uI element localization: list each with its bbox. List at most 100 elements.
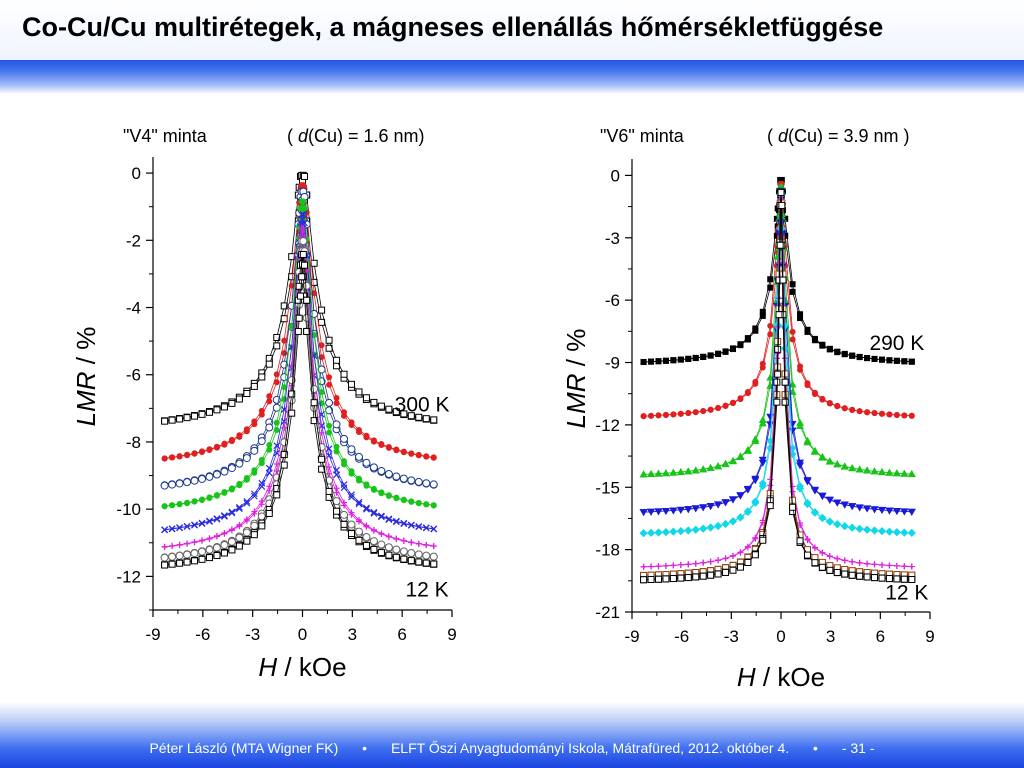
data-point xyxy=(849,558,856,565)
data-point xyxy=(175,479,184,488)
data-point xyxy=(662,357,669,364)
data-point xyxy=(228,509,236,517)
data-point xyxy=(377,512,385,520)
y-axis-label: LMR / % xyxy=(71,327,101,427)
data-point xyxy=(676,468,685,476)
data-point xyxy=(348,493,355,501)
data-point xyxy=(273,333,281,341)
data-point xyxy=(803,436,812,444)
data-point xyxy=(250,521,259,530)
data-point xyxy=(183,523,191,531)
data-point xyxy=(908,412,915,419)
data-point xyxy=(841,405,848,412)
data-point xyxy=(863,466,872,474)
data-point xyxy=(744,390,751,397)
x-tick-label: -6 xyxy=(674,627,689,646)
data-point xyxy=(834,348,841,355)
data-point xyxy=(333,400,340,407)
x-tick-label: 0 xyxy=(298,625,307,644)
data-point xyxy=(340,370,348,378)
data-point xyxy=(184,540,191,547)
data-point xyxy=(736,492,745,500)
data-point xyxy=(408,450,415,457)
data-point xyxy=(430,525,438,533)
data-point xyxy=(776,241,784,249)
data-point xyxy=(265,423,274,432)
data-point xyxy=(779,276,787,284)
data-point xyxy=(728,496,737,504)
data-point xyxy=(722,568,730,576)
data-point xyxy=(183,478,192,487)
data-point xyxy=(326,463,333,470)
data-point xyxy=(900,575,908,583)
data-point xyxy=(318,455,326,463)
footer-separator: • xyxy=(813,740,818,756)
data-point xyxy=(819,341,826,348)
data-point xyxy=(408,498,415,505)
data-point xyxy=(301,219,308,227)
data-point xyxy=(235,459,244,468)
data-point xyxy=(767,331,774,338)
data-point xyxy=(355,536,363,544)
x-tick-label: 6 xyxy=(397,625,406,644)
data-point xyxy=(191,539,198,546)
data-point xyxy=(303,327,311,335)
y-tick-label: 0 xyxy=(132,164,141,183)
data-point xyxy=(198,520,206,527)
data-point xyxy=(811,544,818,551)
data-point xyxy=(160,481,169,490)
data-point xyxy=(348,530,356,538)
data-point xyxy=(333,466,340,474)
data-point xyxy=(407,548,416,557)
data-point xyxy=(235,503,243,511)
data-point xyxy=(212,543,221,552)
data-point xyxy=(804,535,811,542)
data-point xyxy=(810,446,819,454)
data-point xyxy=(901,563,908,570)
data-point xyxy=(363,481,370,488)
data-point xyxy=(251,469,258,476)
data-point xyxy=(370,545,378,553)
data-point xyxy=(198,547,207,556)
data-point xyxy=(677,561,684,568)
temperature-annotation: 12 K xyxy=(405,579,448,602)
data-point xyxy=(318,389,325,396)
data-point xyxy=(415,451,422,458)
data-point xyxy=(325,398,334,407)
data-point xyxy=(715,557,722,564)
data-point xyxy=(221,489,228,496)
data-point xyxy=(729,553,736,560)
data-point xyxy=(169,502,176,509)
data-point xyxy=(818,452,827,460)
data-point xyxy=(654,575,662,583)
data-point xyxy=(430,454,437,461)
data-point xyxy=(206,495,213,502)
data-point xyxy=(818,563,826,571)
data-point xyxy=(161,503,168,510)
data-point xyxy=(183,414,191,422)
data-point xyxy=(280,451,288,459)
data-point xyxy=(751,477,760,485)
data-point xyxy=(833,499,842,507)
data-point xyxy=(714,522,723,531)
data-point xyxy=(220,549,228,557)
data-point xyxy=(700,408,707,415)
data-point xyxy=(728,457,737,465)
data-point xyxy=(266,398,273,405)
data-point xyxy=(199,449,206,456)
data-point xyxy=(354,452,363,461)
data-point xyxy=(168,480,177,489)
data-point xyxy=(258,483,266,490)
data-point xyxy=(400,496,407,503)
data-point xyxy=(789,328,796,335)
y-tick-label: -15 xyxy=(595,478,620,497)
data-point xyxy=(819,549,826,556)
data-point xyxy=(721,460,730,468)
data-point xyxy=(654,469,663,477)
data-point xyxy=(355,498,363,506)
data-point xyxy=(706,503,715,511)
data-point xyxy=(429,552,438,561)
chart-v6: 0-3-6-9-12-15-18-21-9 -6 -3 0 3 6 9H / kOeLMR … xyxy=(561,126,935,692)
data-point xyxy=(318,465,326,473)
data-point xyxy=(871,410,878,417)
